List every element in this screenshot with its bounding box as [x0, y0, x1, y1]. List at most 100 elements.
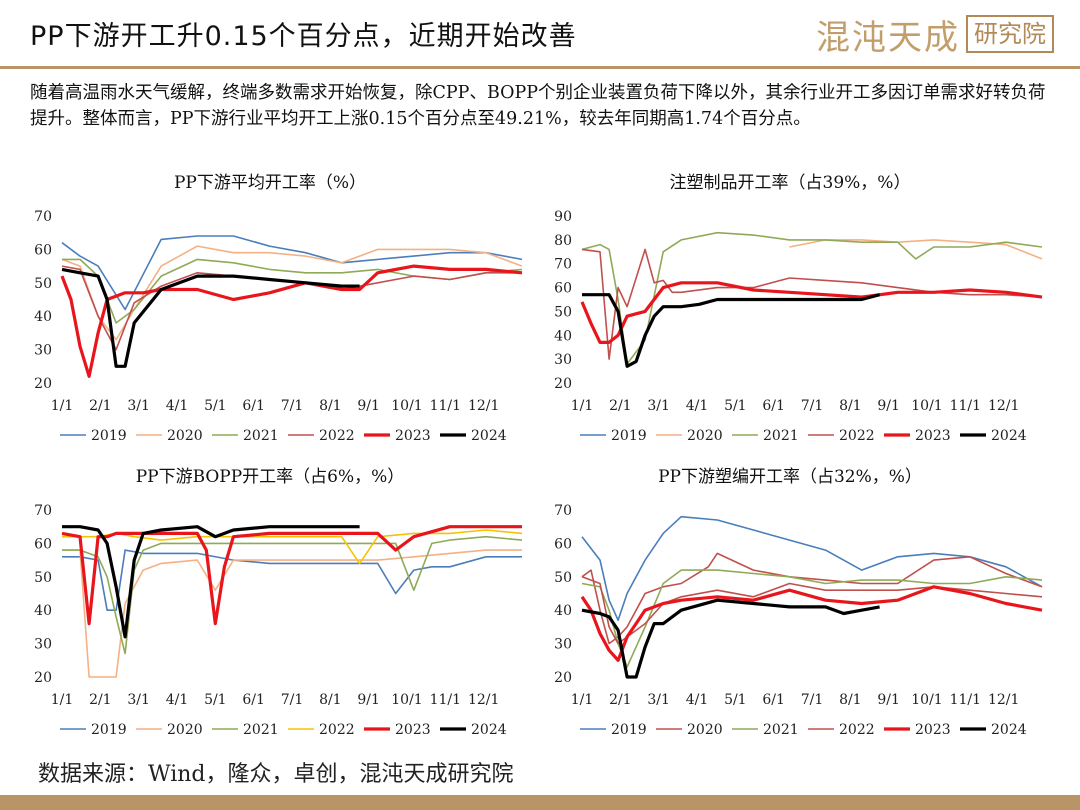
y-tick-label: 80 — [554, 233, 572, 249]
legend-label: 2021 — [243, 428, 279, 444]
series-line-2024 — [581, 598, 880, 679]
y-tick-label: 30 — [34, 637, 52, 653]
y-tick-label: 20 — [554, 376, 572, 392]
y-tick-label: 50 — [554, 304, 572, 320]
x-tick-label: 8/1 — [319, 692, 342, 708]
y-tick-label: 40 — [34, 309, 52, 325]
legend-label: 2023 — [395, 722, 431, 738]
series-line-2024 — [582, 293, 881, 368]
x-tick-label: 11/1 — [950, 692, 981, 708]
x-tick-label: 4/1 — [166, 398, 189, 414]
legend-label: 2020 — [687, 428, 723, 444]
x-tick-label: 6/1 — [762, 398, 785, 414]
chart-title: PP下游塑编开工率（占32%，%） — [658, 467, 922, 487]
x-tick-label: 1/1 — [51, 398, 74, 414]
y-tick-label: 50 — [554, 570, 572, 586]
x-tick-label: 4/1 — [686, 398, 709, 414]
chart-title: 注塑制品开工率（占39%，%） — [670, 173, 911, 193]
legend-label: 2020 — [167, 722, 203, 738]
legend-label: 2019 — [91, 722, 127, 738]
series-line-2023 — [580, 585, 1043, 662]
legend-label: 2024 — [471, 722, 507, 738]
x-tick-label: 4/1 — [166, 692, 189, 708]
legend-label: 2024 — [991, 428, 1027, 444]
legend-label: 2020 — [687, 722, 723, 738]
y-tick-label: 90 — [554, 209, 572, 225]
x-tick-label: 10/1 — [911, 692, 942, 708]
y-tick-label: 20 — [554, 670, 572, 686]
x-tick-label: 9/1 — [877, 398, 900, 414]
x-tick-label: 5/1 — [204, 692, 227, 708]
y-tick-label: 50 — [34, 570, 52, 586]
x-tick-label: 9/1 — [877, 692, 900, 708]
y-tick-label: 70 — [34, 209, 52, 225]
logo-box: 研究院 — [966, 15, 1054, 53]
x-tick-label: 2/1 — [89, 692, 112, 708]
series-line-2020 — [61, 245, 523, 341]
legend-label: 2022 — [319, 428, 355, 444]
legend-label: 2019 — [611, 428, 647, 444]
series-line-2021 — [581, 569, 1043, 668]
y-tick-label: 30 — [554, 352, 572, 368]
y-tick-label: 60 — [34, 536, 52, 552]
header-divider — [0, 66, 1080, 69]
x-tick-label: 1/1 — [571, 692, 594, 708]
x-tick-label: 7/1 — [801, 692, 824, 708]
x-tick-label: 8/1 — [839, 398, 862, 414]
legend-label: 2023 — [915, 722, 951, 738]
y-tick-label: 20 — [34, 376, 52, 392]
chart-woven: PP下游塑编开工率（占32%，%） 20 30 40 50 60 70 1/1 2/1 3/1 4/… — [554, 467, 1043, 738]
x-tick-label: 8/1 — [319, 398, 342, 414]
series-line-2023 — [60, 264, 523, 378]
series-line-2019 — [62, 549, 522, 611]
legend-label: 2022 — [839, 428, 875, 444]
x-tick-label: 12/1 — [988, 398, 1019, 414]
legend-label: 2022 — [839, 722, 875, 738]
legend-label: 2021 — [243, 722, 279, 738]
x-tick-label: 6/1 — [242, 692, 265, 708]
x-tick-label: 3/1 — [127, 398, 150, 414]
x-tick-label: 6/1 — [762, 692, 785, 708]
x-tick-label: 11/1 — [950, 398, 981, 414]
y-tick-label: 70 — [34, 503, 52, 519]
series-line-2023 — [580, 281, 1043, 344]
series-line-2024 — [62, 525, 360, 639]
x-tick-label: 11/1 — [430, 398, 461, 414]
y-tick-label: 60 — [554, 536, 572, 552]
x-tick-label: 10/1 — [391, 398, 422, 414]
chart-injection-molding: 注塑制品开工率（占39%，%） 20 30 40 50 60 70 80 90 1/1 2/1 3/1… — [554, 173, 1043, 444]
series-line-2019 — [61, 235, 523, 311]
logo-name: 混沌天成 — [816, 17, 960, 58]
x-tick-label: 3/1 — [127, 692, 150, 708]
footer-bar — [0, 795, 1080, 810]
series-line-2024 — [61, 267, 360, 368]
y-tick-label: 70 — [554, 503, 572, 519]
x-tick-label: 7/1 — [281, 398, 304, 414]
legend-label: 2019 — [611, 722, 647, 738]
legend-label: 2023 — [915, 428, 951, 444]
series-line-2020 — [581, 552, 1043, 645]
y-tick-label: 30 — [554, 637, 572, 653]
legend-label: 2020 — [167, 428, 203, 444]
x-tick-label: 2/1 — [609, 692, 632, 708]
chart-title: PP下游BOPP开工率（占6%，%） — [136, 467, 405, 487]
series-line-2021 — [581, 231, 1043, 365]
y-tick-label: 20 — [34, 670, 52, 686]
x-tick-label: 3/1 — [647, 692, 670, 708]
legend-label: 2024 — [991, 722, 1027, 738]
series-line-2022 — [62, 529, 523, 565]
series-line-2020 — [62, 549, 522, 678]
x-tick-label: 12/1 — [988, 692, 1019, 708]
source-note: 数据来源：Wind，隆众，卓创，混沌天成研究院 — [38, 762, 514, 787]
y-tick-label: 40 — [34, 603, 52, 619]
x-tick-label: 2/1 — [609, 398, 632, 414]
legend-label: 2019 — [91, 428, 127, 444]
x-tick-label: 12/1 — [468, 692, 499, 708]
y-tick-label: 60 — [34, 242, 52, 258]
x-tick-label: 10/1 — [911, 398, 942, 414]
brand-logo: 混沌天成 研究院 — [816, 10, 1054, 58]
x-tick-label: 9/1 — [357, 398, 380, 414]
legend-label: 2023 — [395, 428, 431, 444]
x-tick-label: 12/1 — [468, 398, 499, 414]
x-tick-label: 8/1 — [839, 692, 862, 708]
